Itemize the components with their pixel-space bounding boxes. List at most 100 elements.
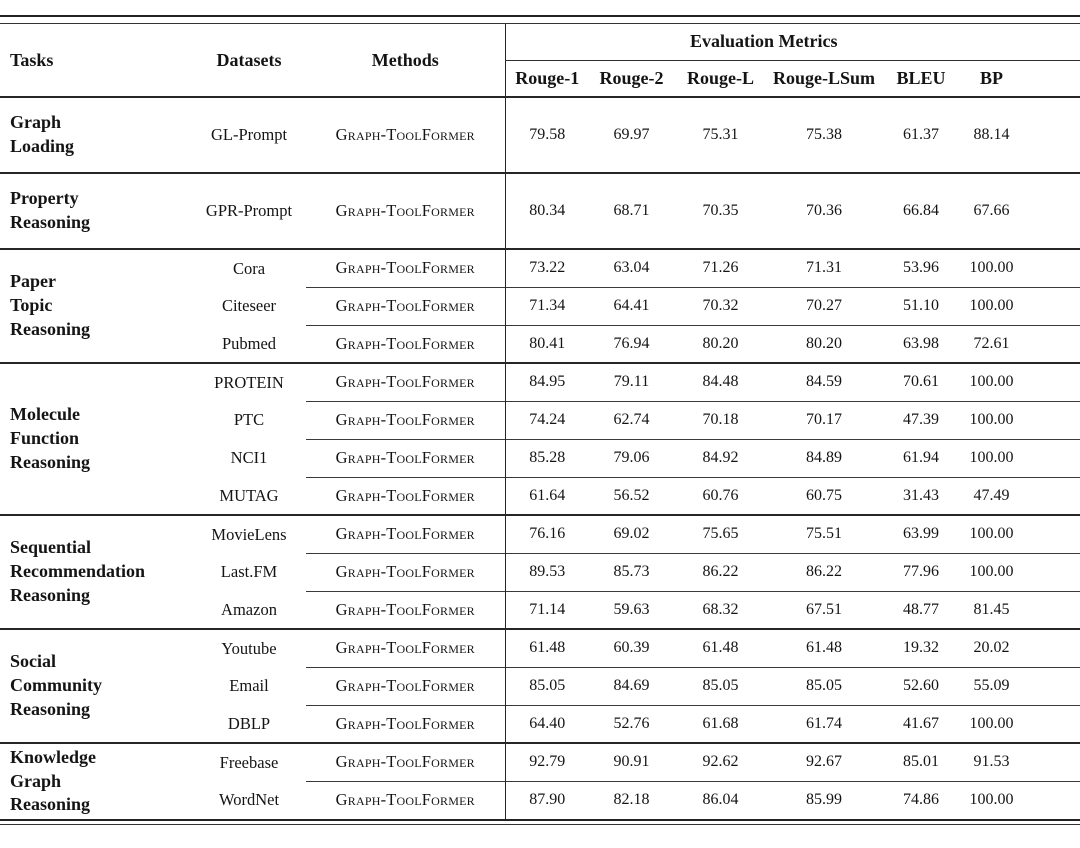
- metric-cell: 71.26: [674, 248, 767, 287]
- header-row-metrics: Rouge-1 Rouge-2 Rouge-L Rouge-LSum BLEU …: [0, 60, 1080, 98]
- metric-cell: 76.94: [589, 324, 674, 363]
- evaluation-results-table: Tasks Datasets Methods Evaluation Metric…: [0, 24, 1080, 819]
- table-row: Email Graph-ToolFormer 85.05 84.69 85.05 85.0…: [0, 666, 1080, 705]
- task-cell: Property Reasoning: [0, 172, 192, 249]
- table-row: Citeseer Graph-ToolFormer 71.34 64.41 70.32 7…: [0, 286, 1080, 325]
- dataset-cell: Email: [229, 676, 269, 695]
- metric-cell: 63.04: [589, 248, 674, 287]
- metric-cell: 56.52: [589, 476, 674, 515]
- metric-header-rougel: Rouge-L: [674, 60, 767, 98]
- metric-cell: 67.51: [767, 590, 881, 629]
- table-row: PTC Graph-ToolFormer 74.24 62.74 70.18 70.17 4…: [0, 400, 1080, 439]
- metric-cell: 86.22: [767, 552, 881, 591]
- metric-cell: 100.00: [961, 362, 1080, 401]
- dataset-cell: WordNet: [218, 790, 280, 809]
- metric-cell: 63.99: [881, 514, 961, 553]
- method-cell: Graph-ToolFormer: [306, 476, 505, 515]
- metric-cell: 61.64: [504, 476, 589, 515]
- table-row: DBLP Graph-ToolFormer 64.40 52.76 61.68 61.74…: [0, 704, 1080, 743]
- metric-cell: 60.75: [767, 476, 881, 515]
- metric-cell: 67.66: [961, 172, 1080, 249]
- metric-header-rougelsum: Rouge-LSum: [767, 60, 881, 98]
- datasets-column-header: Datasets: [192, 24, 306, 98]
- method-cell: Graph-ToolFormer: [306, 438, 505, 477]
- task-cell: Sequential Recommendation Reasoning: [0, 514, 192, 629]
- dataset-cell: Amazon: [221, 599, 277, 619]
- metric-cell: 68.32: [674, 590, 767, 629]
- metric-cell: 92.67: [767, 742, 881, 781]
- dataset-cell: NCI1: [230, 448, 268, 467]
- metric-cell: 86.04: [674, 780, 767, 819]
- metric-cell: 92.62: [674, 742, 767, 781]
- table-row: Property Reasoning GPR-Prompt Graph-ToolFo…: [0, 172, 1080, 249]
- metric-header-bp: BP: [961, 60, 1080, 98]
- metric-cell: 79.11: [589, 362, 674, 401]
- metric-cell: 70.27: [767, 286, 881, 325]
- metric-cell: 75.51: [767, 514, 881, 553]
- metric-cell: 74.24: [504, 400, 589, 439]
- method-cell: Graph-ToolFormer: [306, 514, 505, 553]
- metric-cell: 86.22: [674, 552, 767, 591]
- metric-cell: 75.31: [674, 96, 767, 173]
- metric-cell: 52.76: [589, 704, 674, 743]
- metric-cell: 64.41: [589, 286, 674, 325]
- tasks-column-header: Tasks: [0, 24, 192, 98]
- table-row: Knowledge Graph Reasoning Freebase Graph-T…: [0, 742, 1080, 819]
- metric-cell: 100.00: [961, 248, 1080, 287]
- metric-cell: 74.86: [881, 780, 961, 819]
- metric-cell: 47.39: [881, 400, 961, 439]
- metric-cell: 100.00: [961, 286, 1080, 325]
- metric-cell: 85.28: [504, 438, 589, 477]
- metric-cell: 100.00: [961, 704, 1080, 743]
- metric-cell: 19.32: [881, 628, 961, 667]
- dataset-cell: Last.FM: [220, 562, 278, 581]
- evaluation-metrics-group-header: Evaluation Metrics: [504, 24, 1080, 61]
- table-top-rule-inner: [0, 23, 1080, 24]
- metric-cell: 66.84: [881, 172, 961, 249]
- metric-cell: 80.20: [767, 324, 881, 363]
- metric-cell: 84.89: [767, 438, 881, 477]
- metric-cell: 63.98: [881, 324, 961, 363]
- metric-cell: 80.34: [504, 172, 589, 249]
- metric-cell: 48.77: [881, 590, 961, 629]
- metric-cell: 31.43: [881, 476, 961, 515]
- dataset-cell: Cora: [192, 248, 306, 287]
- metric-cell: 91.53: [961, 742, 1080, 781]
- table-row: WordNet Graph-ToolFormer 87.90 82.18 86.04 85…: [0, 780, 1080, 819]
- metric-cell: 85.99: [767, 780, 881, 819]
- table-row: Pubmed Graph-ToolFormer 80.41 76.94 80.20 80.…: [0, 324, 1080, 363]
- metric-cell: 87.90: [504, 780, 589, 819]
- dataset-cell: Pubmed: [221, 333, 277, 353]
- method-cell: Graph-ToolFormer: [306, 666, 505, 705]
- method-cell: Graph-ToolFormer: [306, 552, 505, 591]
- metric-cell: 70.32: [674, 286, 767, 325]
- metric-cell: 70.18: [674, 400, 767, 439]
- dataset-cell: DBLP: [227, 713, 271, 733]
- metric-cell: 69.97: [589, 96, 674, 173]
- metric-cell: 20.02: [961, 628, 1080, 667]
- metric-cell: 73.22: [504, 248, 589, 287]
- metric-cell: 84.69: [589, 666, 674, 705]
- metric-cell: 53.96: [881, 248, 961, 287]
- table-row: Paper Topic Reasoning Cora Graph-ToolForme…: [0, 248, 1080, 363]
- method-cell: Graph-ToolFormer: [306, 590, 505, 629]
- metric-cell: 77.96: [881, 552, 961, 591]
- metric-cell: 71.31: [767, 248, 881, 287]
- metric-cell: 80.20: [674, 324, 767, 363]
- dataset-cell: PTC: [233, 410, 265, 429]
- metric-cell: 51.10: [881, 286, 961, 325]
- dataset-cell: MovieLens: [192, 514, 306, 553]
- method-cell: Graph-ToolFormer: [306, 780, 505, 819]
- metric-cell: 92.79: [504, 742, 589, 781]
- metric-cell: 85.05: [674, 666, 767, 705]
- table-row: Graph Loading GL-Prompt Graph-ToolFormer 79…: [0, 96, 1080, 173]
- metric-cell: 60.39: [589, 628, 674, 667]
- task-cell: Knowledge Graph Reasoning: [0, 742, 192, 819]
- results-table-body: Graph Loading GL-Prompt Graph-ToolFormer 79…: [0, 96, 1080, 819]
- metric-cell: 61.48: [504, 628, 589, 667]
- metric-cell: 75.38: [767, 96, 881, 173]
- metric-cell: 55.09: [961, 666, 1080, 705]
- table-bottom-rule-inner: [0, 824, 1080, 825]
- table-row: Social Community Reasoning Youtube Graph-T…: [0, 628, 1080, 743]
- metric-cell: 61.68: [674, 704, 767, 743]
